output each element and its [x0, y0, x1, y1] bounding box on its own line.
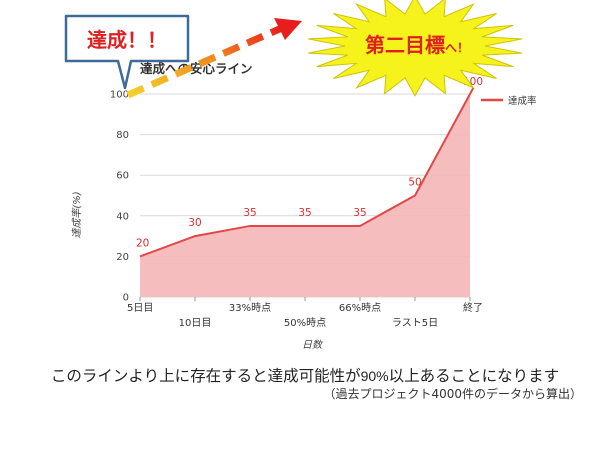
caption-main: このラインより上に存在すると達成可能性が90%以上あることになります — [0, 364, 610, 386]
y-tick-label: 80 — [116, 130, 129, 141]
y-tick-label: 0 — [123, 293, 129, 304]
series-line-layer — [139, 87, 475, 258]
chart-title: 達成への安心ライン — [140, 61, 253, 76]
data-label: 35 — [243, 207, 256, 219]
data-label: 30 — [188, 217, 201, 229]
x-tick-label: 33%時点 — [229, 302, 271, 314]
caption-main-prefix: このラインより上に存在すると達成可能性が — [50, 367, 361, 385]
second-goal-burst: 第二目標へ！ — [308, 0, 522, 97]
caption-sub: （過去プロジェクト4000件のデータから算出） — [323, 387, 582, 401]
achieved-callout: 達成！！ — [64, 14, 190, 90]
y-axis-title: 達成率(%) — [71, 191, 83, 238]
data-label: 50 — [408, 177, 421, 189]
x-tick-label: ラスト5日 — [392, 317, 438, 329]
y-tick-label: 100 — [110, 90, 129, 101]
caption-main-suffix: 以上あることになります — [388, 367, 560, 385]
svg-text:第二目標へ！: 第二目標へ！ — [365, 33, 469, 57]
x-tick-label: 終了 — [463, 301, 483, 314]
progress-arrow — [126, 18, 302, 99]
second-goal-suffix: へ！ — [445, 41, 469, 55]
y-tick-labels: 0 20 40 60 80 100 — [110, 90, 129, 304]
caption-main-pct: 90% — [360, 368, 389, 384]
data-label: 35 — [298, 207, 311, 219]
data-label: 20 — [136, 237, 149, 249]
y-tick-label: 60 — [116, 171, 129, 182]
x-tick-label: 50%時点 — [284, 317, 326, 329]
x-tick-label: 5日目 — [127, 303, 153, 314]
y-tick-label: 20 — [116, 252, 129, 263]
x-tick-label: 10日目 — [179, 318, 212, 329]
achieved-text: 達成！！ — [87, 28, 167, 52]
series-line — [139, 87, 475, 258]
x-tick-label: 66%時点 — [339, 302, 381, 314]
y-tick-label: 40 — [116, 211, 129, 222]
legend-label: 達成率 — [508, 95, 537, 107]
second-goal-text: 第二目標 — [365, 33, 445, 57]
data-label: 35 — [353, 207, 366, 219]
x-axis-title: 日数 — [302, 339, 324, 351]
area-fill-layer — [140, 94, 470, 297]
area-fill — [140, 94, 470, 297]
